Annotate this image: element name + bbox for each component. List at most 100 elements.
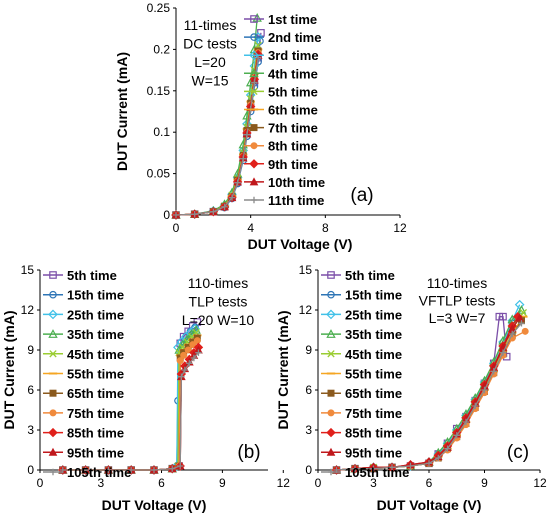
data-point <box>169 465 176 472</box>
data-point <box>251 79 258 86</box>
series-105th-time <box>333 320 525 474</box>
data-point <box>190 354 198 362</box>
legend-label: 55th time <box>345 367 402 382</box>
data-point <box>351 465 359 472</box>
legend-swatch-marker <box>327 389 335 397</box>
legend-swatch-marker <box>49 350 57 358</box>
data-point <box>444 445 451 452</box>
legend-label: 35th time <box>345 327 402 342</box>
legend-label: 3rd time <box>268 48 319 63</box>
y-tick-label: 6 <box>305 383 312 397</box>
data-point <box>370 465 377 472</box>
legend-item: 3rd time <box>244 48 319 63</box>
legend-label: 7th time <box>268 121 318 136</box>
legend: 5th time 15th time 25th time 35th time 45th … <box>321 268 409 480</box>
legend-label: 55th time <box>67 367 124 382</box>
test-annotation: L=20 W=10 <box>182 312 255 328</box>
data-point <box>105 466 112 474</box>
legend-label: 45th time <box>345 347 402 362</box>
legend-item: 8th time <box>244 139 318 154</box>
data-point <box>189 341 197 349</box>
series-105th-time <box>59 349 202 474</box>
series-11th-time <box>172 54 262 219</box>
data-point <box>221 203 228 210</box>
data-point <box>186 360 193 367</box>
data-point <box>191 210 198 218</box>
legend-item: 85th time <box>321 426 402 441</box>
legend-swatch-marker <box>249 68 259 78</box>
data-point <box>453 432 460 439</box>
legend-label: 85th time <box>67 426 124 441</box>
data-point <box>425 460 433 467</box>
data-point <box>499 349 507 356</box>
legend-item: 11th time <box>244 193 324 208</box>
legend-swatch-marker <box>48 447 58 456</box>
y-tick-label: 0.25 <box>147 1 171 15</box>
y-tick-label: 6 <box>27 383 34 397</box>
test-annotation: 11-times <box>184 17 237 33</box>
data-point <box>193 337 201 345</box>
legend-item: 65th time <box>43 386 124 401</box>
series-line <box>62 352 199 471</box>
y-tick-label: 0 <box>305 463 312 477</box>
data-point <box>150 466 158 474</box>
legend-item: 65th time <box>321 386 402 401</box>
legend-item: 25th time <box>43 307 124 322</box>
legend-swatch-marker <box>49 290 57 299</box>
legend-label: 9th time <box>268 157 318 172</box>
data-point <box>176 357 184 365</box>
legend-swatch-marker <box>327 290 335 299</box>
legend-item: 105th time <box>43 465 131 480</box>
test-annotation: TLP tests <box>189 294 248 310</box>
legend-swatch-marker <box>326 447 336 456</box>
y-tick-label: 0 <box>27 463 34 477</box>
legend-item: 55th time <box>43 367 124 382</box>
legend-item: 5th time <box>43 268 117 283</box>
legend-item: 1st time <box>244 12 317 27</box>
data-point <box>210 208 217 215</box>
legend-label: 2nd time <box>268 30 321 45</box>
x-tick-label: 12 <box>393 221 407 235</box>
legend-label: 6th time <box>268 103 318 118</box>
y-tick-label: 15 <box>299 263 313 277</box>
legend-swatch-marker <box>327 409 335 417</box>
legend-item: 35th time <box>43 327 124 342</box>
x-tick-label: 3 <box>370 476 377 490</box>
x-tick-label: 0 <box>315 476 322 490</box>
y-tick-label: 12 <box>299 303 313 317</box>
legend-swatch-marker <box>327 468 335 476</box>
x-tick-label: 9 <box>219 476 226 490</box>
x-tick-label: 6 <box>426 476 433 490</box>
data-point <box>435 454 442 462</box>
legend-item: 95th time <box>43 445 124 460</box>
data-point <box>172 211 180 219</box>
legend-item: 85th time <box>43 426 124 441</box>
legend-item: 15th time <box>43 288 124 303</box>
data-point <box>481 386 488 394</box>
legend-label: 1st time <box>268 12 317 27</box>
legend-item: 6th time <box>244 103 318 118</box>
legend-item: 45th time <box>43 347 124 362</box>
legend-swatch-marker <box>49 271 57 279</box>
data-point <box>180 351 188 359</box>
legend-label: 5th time <box>268 84 318 99</box>
y-tick-label: 15 <box>21 263 35 277</box>
test-annotation: L=3 W=7 <box>429 310 486 326</box>
y-tick-label: 0.05 <box>147 167 171 181</box>
data-point <box>177 462 184 470</box>
legend-swatch-marker <box>327 271 335 279</box>
data-point <box>407 462 414 470</box>
legend-swatch-marker <box>48 427 58 438</box>
legend-item: 55th time <box>321 367 402 382</box>
data-point <box>178 373 185 380</box>
legend-swatch-marker <box>326 309 336 320</box>
y-tick-label: 3 <box>27 423 34 437</box>
legend-swatch-marker <box>250 33 258 41</box>
legend-swatch-marker <box>48 329 58 338</box>
data-point <box>521 327 529 335</box>
legend-label: 35th time <box>67 327 124 342</box>
legend-item: 35th time <box>321 327 402 342</box>
data-point <box>256 37 264 45</box>
y-axis-label: DUT Current (mA) <box>275 311 291 430</box>
